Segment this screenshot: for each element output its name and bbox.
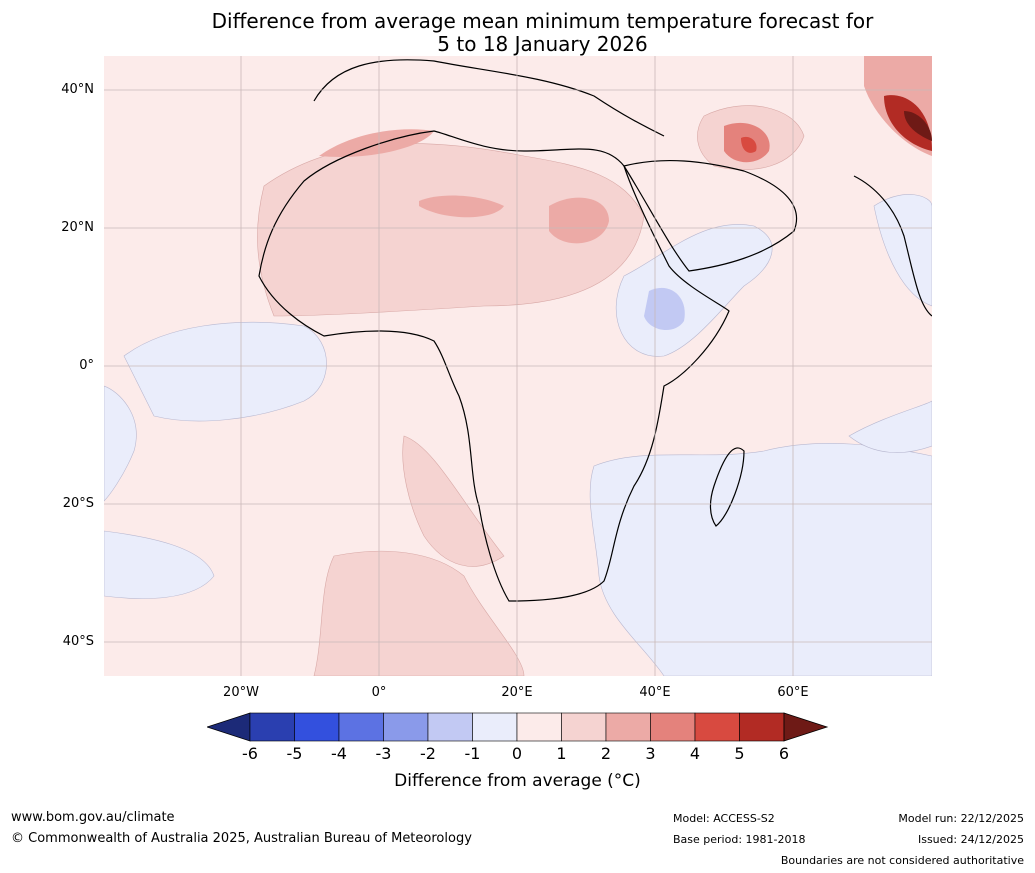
lon-tick-60e: 60°E <box>777 685 809 700</box>
footer-copyright: © Commonwealth of Australia 2025, Austra… <box>11 831 472 846</box>
negative-anomaly-atlantic-east <box>123 322 327 422</box>
colorbar-tick-label: 5 <box>734 744 745 763</box>
lon-tick-20e: 20°E <box>501 685 533 700</box>
europe-coastline <box>313 59 665 137</box>
colorbar-segment <box>294 712 340 742</box>
forecast-map <box>104 56 932 676</box>
anomaly-fields <box>104 56 932 676</box>
lon-tick-20w: 20°W <box>223 685 259 700</box>
footer-model: Model: ACCESS-S2 <box>673 812 775 825</box>
colorbar-segment <box>605 712 651 742</box>
colorbar-tick-label: -2 <box>420 744 436 763</box>
arabia-coastline <box>623 159 798 272</box>
gridlines <box>104 56 932 676</box>
colorbar-extend-high <box>783 712 829 742</box>
colorbar-segment <box>650 712 696 742</box>
colorbar-title: Difference from average (°C) <box>394 771 641 791</box>
positive-anomaly-southern-africa <box>402 435 505 567</box>
lat-tick-0: 0° <box>79 358 94 373</box>
colorbar-svg <box>205 712 829 742</box>
colorbar-segment <box>694 712 740 742</box>
lat-tick-40n: 40°N <box>61 82 94 97</box>
colorbar-tick-label: 4 <box>689 744 701 763</box>
colorbar-segment <box>249 712 295 742</box>
india-coastline <box>853 175 932 317</box>
colorbar-segment <box>516 712 562 742</box>
lon-tick-0: 0° <box>371 685 387 700</box>
positive-anomaly-mali <box>419 195 504 218</box>
coastlines <box>258 59 932 602</box>
colorbar-tick-label: -4 <box>331 744 347 763</box>
negative-anomaly-south-atlantic <box>104 530 215 599</box>
title-line-1: Difference from average mean minimum tem… <box>211 9 874 33</box>
colorbar-extend-low <box>205 712 251 742</box>
negative-anomaly-atlantic-west <box>104 385 137 502</box>
colorbar-segment <box>383 712 429 742</box>
footer-base-period: Base period: 1981-2018 <box>673 833 806 846</box>
colorbar-segment <box>427 712 473 742</box>
colorbar-tick-label: -3 <box>375 744 392 763</box>
colorbar-tick-label: -5 <box>286 744 303 763</box>
colorbar <box>205 712 829 746</box>
positive-anomaly-central-asia-peak <box>904 111 932 141</box>
colorbar-segment <box>472 712 518 742</box>
colorbar-segment <box>739 712 785 742</box>
footer-disclaimer: Boundaries are not considered authoritat… <box>780 854 1024 867</box>
positive-anomaly-south-atlantic <box>313 550 525 676</box>
footer-website[interactable]: www.bom.gov.au/climate <box>11 810 175 825</box>
positive-anomaly-sahara <box>257 143 645 317</box>
lat-tick-20s: 20°S <box>62 496 94 511</box>
positive-anomaly-iran-core <box>741 136 757 153</box>
negative-anomaly-indian-ocean <box>589 443 932 676</box>
colorbar-segment <box>561 712 607 742</box>
footer-model-run: Model run: 22/12/2025 <box>898 812 1024 825</box>
colorbar-tick-label: -6 <box>242 744 258 763</box>
negative-anomaly-arabian-sea <box>848 400 932 453</box>
colorbar-tick-label: 6 <box>778 744 790 763</box>
footer-issued: Issued: 24/12/2025 <box>917 833 1024 846</box>
colorbar-tick-label: 1 <box>556 744 567 763</box>
colorbar-tick-label: 0 <box>511 744 523 763</box>
colorbar-tick-label: 3 <box>645 744 656 763</box>
madagascar-coastline <box>709 447 745 527</box>
lat-tick-20n: 20°N <box>61 220 94 235</box>
positive-anomaly-sudan <box>549 197 609 244</box>
colorbar-tick-label: 2 <box>600 744 612 763</box>
africa-coastline <box>258 130 730 602</box>
negative-anomaly-horn <box>644 287 685 331</box>
negative-anomaly-east-africa <box>615 224 773 357</box>
negative-anomaly-india <box>873 194 932 307</box>
colorbar-tick-label: -1 <box>464 744 481 763</box>
lat-tick-40s: 40°S <box>62 634 94 649</box>
map-title: Difference from average mean minimum tem… <box>0 10 1035 56</box>
title-line-2: 5 to 18 January 2026 <box>437 32 648 56</box>
map-canvas <box>104 56 932 676</box>
lon-tick-40e: 40°E <box>639 685 671 700</box>
colorbar-segment <box>338 712 384 742</box>
